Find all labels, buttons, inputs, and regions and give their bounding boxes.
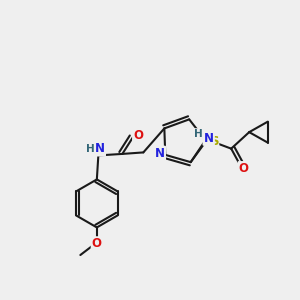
- Text: O: O: [133, 128, 143, 142]
- Text: O: O: [92, 237, 102, 250]
- Text: O: O: [239, 162, 249, 175]
- Text: N: N: [204, 132, 214, 145]
- Text: N: N: [155, 147, 165, 160]
- Text: H: H: [85, 144, 94, 154]
- Text: S: S: [210, 135, 218, 148]
- Text: H: H: [194, 129, 203, 139]
- Text: N: N: [95, 142, 105, 155]
